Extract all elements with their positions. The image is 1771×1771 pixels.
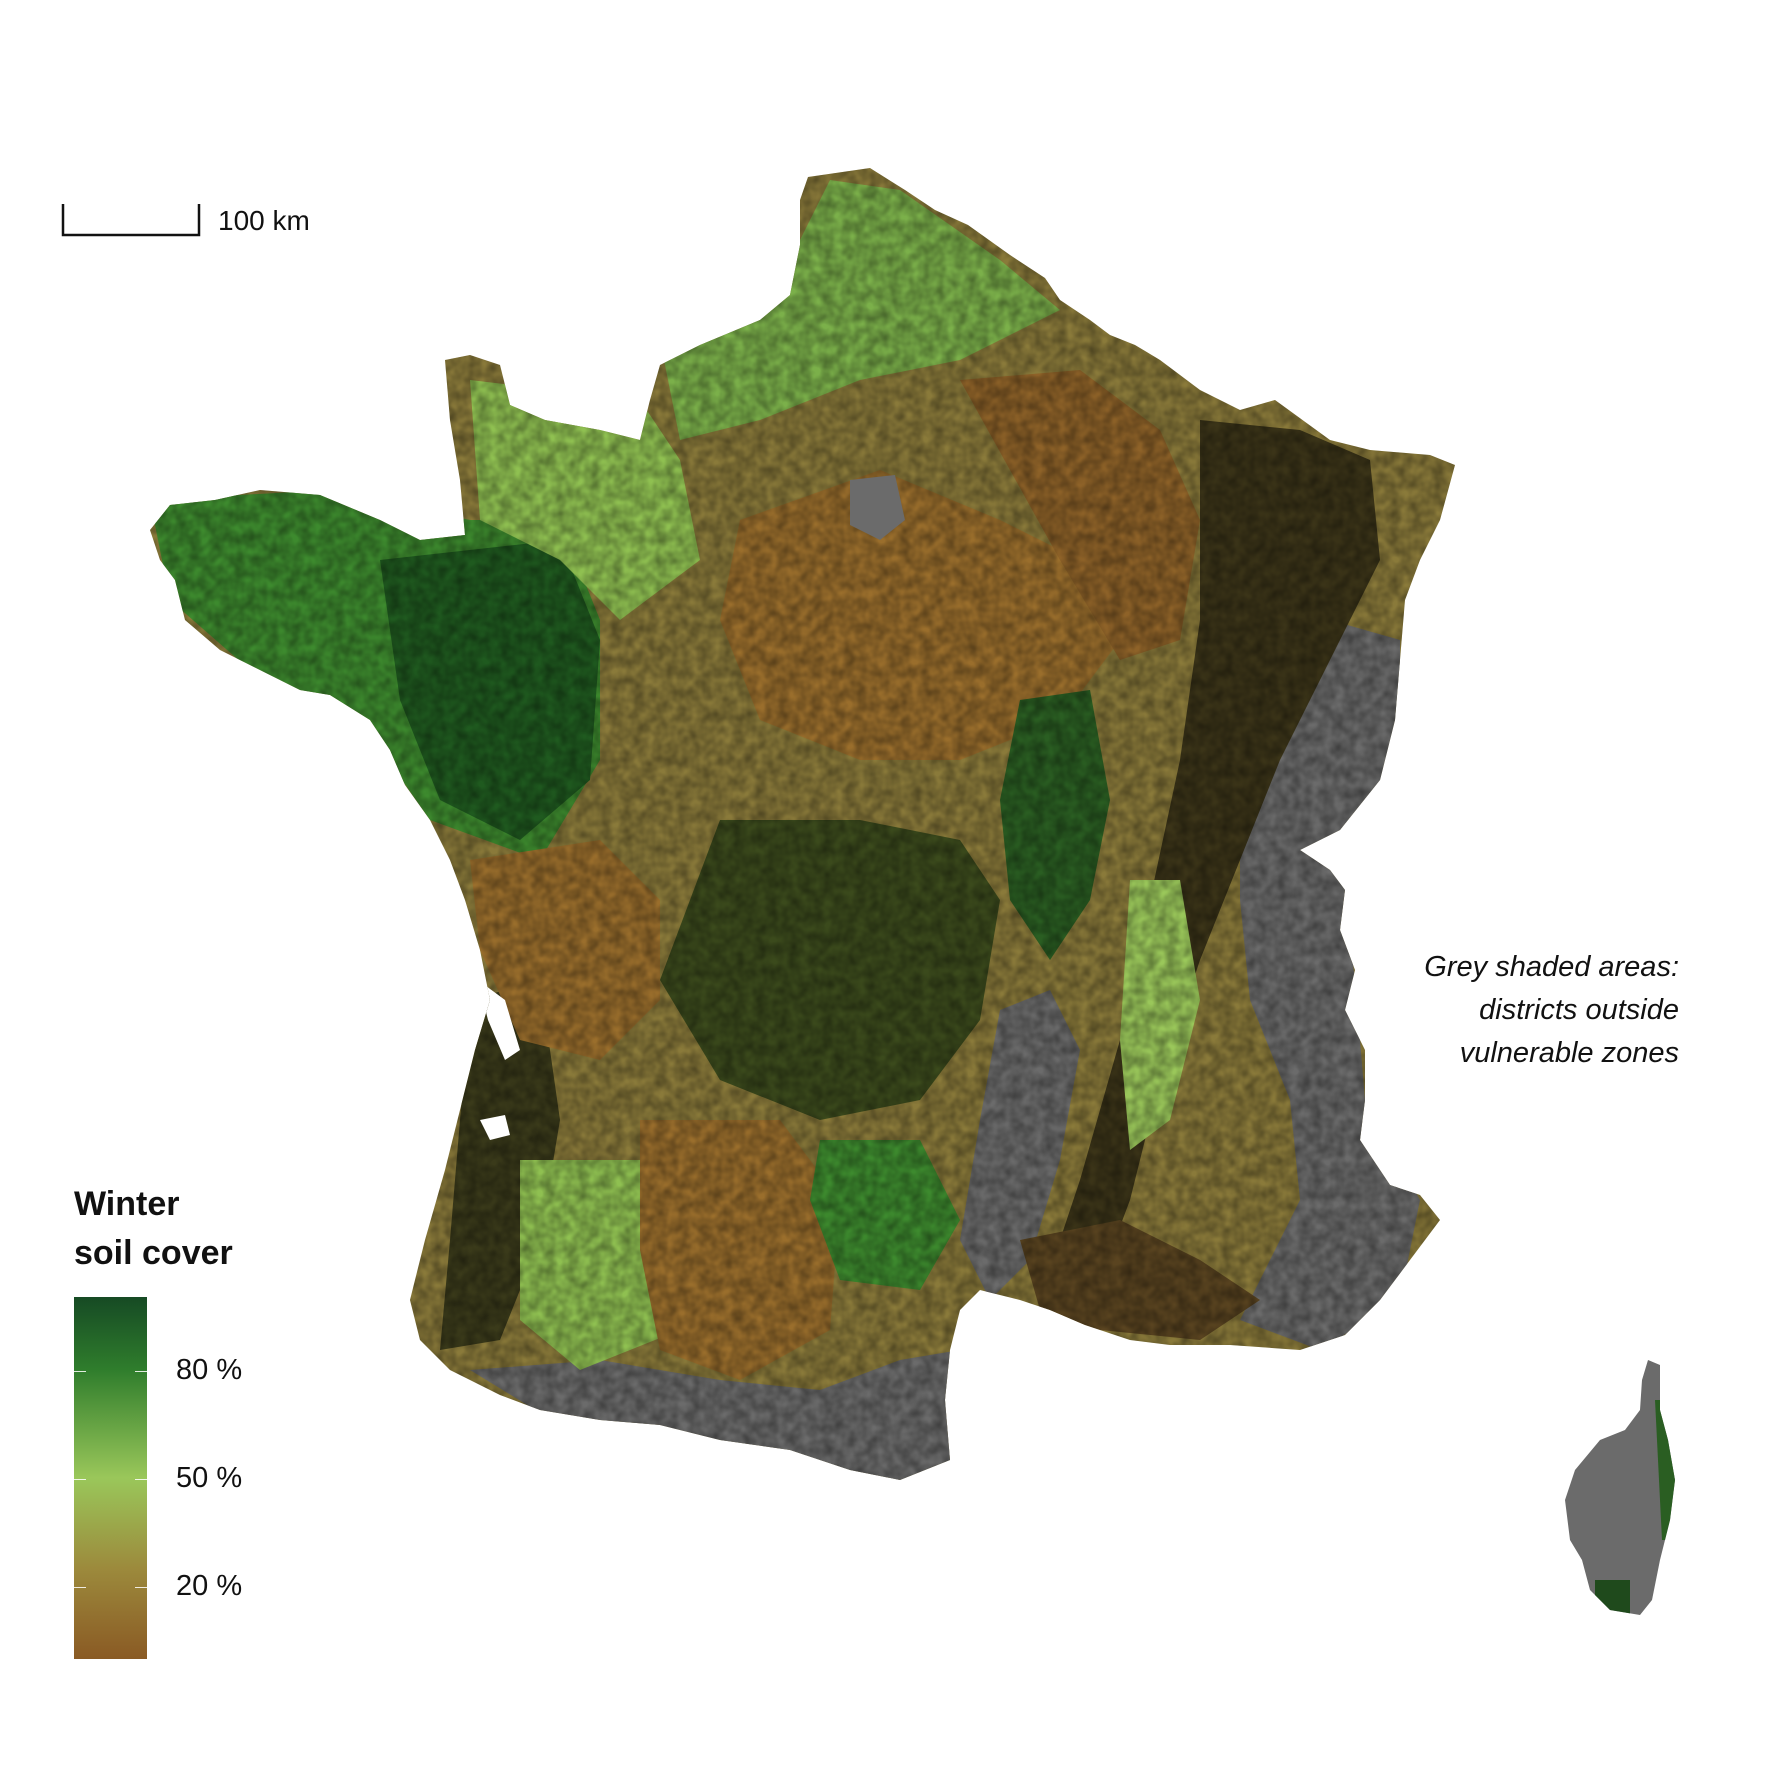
legend-title: Winter soil cover bbox=[74, 1180, 233, 1278]
scale-bar-label: 100 km bbox=[218, 205, 310, 236]
legend-title-line-2: soil cover bbox=[74, 1234, 233, 1272]
legend-label-50: 50 % bbox=[176, 1462, 243, 1494]
paris-area-grey bbox=[850, 475, 905, 540]
legend-label-20: 20 % bbox=[176, 1570, 243, 1602]
grey-areas-note: Grey shaded areas: districts outside vul… bbox=[1319, 946, 1679, 1075]
legend-color-bar bbox=[74, 1297, 147, 1659]
scale-bar bbox=[61, 204, 201, 237]
corsica-dark-south bbox=[1595, 1580, 1630, 1615]
arcachon-basin bbox=[480, 1115, 510, 1140]
legend-title-line-1: Winter bbox=[74, 1185, 180, 1223]
legend-label-80: 80 % bbox=[176, 1354, 243, 1386]
note-line-2: districts outside bbox=[1479, 994, 1679, 1026]
note-line-1: Grey shaded areas: bbox=[1424, 951, 1679, 983]
corsica bbox=[1565, 1360, 1675, 1615]
note-line-3: vulnerable zones bbox=[1459, 1037, 1679, 1069]
scale-bar-line bbox=[61, 204, 201, 237]
